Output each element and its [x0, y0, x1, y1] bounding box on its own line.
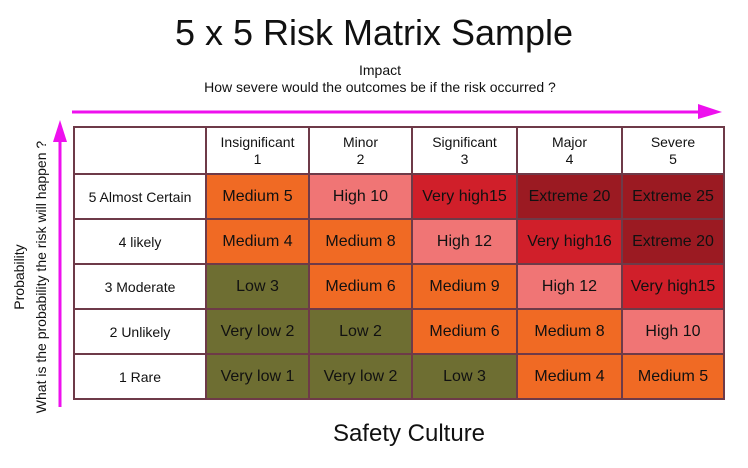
risk-cell: Low 2	[308, 308, 413, 355]
probability-label-cell: 1 Rare	[73, 353, 207, 400]
impact-label: Impact How severe would the outcomes be …	[0, 62, 748, 96]
risk-cell: High 12	[516, 263, 623, 310]
risk-cell: Extreme 20	[621, 218, 725, 265]
probability-label-cell: 4 likely	[73, 218, 207, 265]
impact-arrow	[72, 104, 722, 119]
page-title: 5 x 5 Risk Matrix Sample	[174, 12, 574, 53]
impact-header: Severe 5	[621, 126, 725, 175]
risk-cell: Very low 2	[308, 353, 413, 400]
impact-name: Severe	[650, 133, 696, 150]
corner-cell	[73, 126, 207, 175]
risk-matrix: Insignificant 1 Minor 2 Significant 3 Major 4 Se…	[73, 126, 725, 400]
impact-header: Significant 3	[411, 126, 518, 175]
footer-label: Safety Culture	[332, 420, 486, 447]
impact-title: Impact	[358, 62, 401, 78]
risk-cell: Low 3	[205, 263, 310, 310]
risk-cell: Very high16	[516, 218, 623, 265]
risk-cell: Extreme 20	[516, 173, 623, 220]
risk-cell: Very high15	[411, 173, 518, 220]
table-row: 4 likely Medium 4 Medium 8 High 12 Very high…	[73, 218, 725, 265]
impact-number: 5	[669, 150, 677, 167]
risk-cell: Medium 4	[516, 353, 623, 400]
risk-cell: Medium 5	[205, 173, 310, 220]
table-row: 3 Moderate Low 3 Medium 6 Medium 9 High 12 Ve…	[73, 263, 725, 310]
risk-cell: High 12	[411, 218, 518, 265]
impact-name: Insignificant	[220, 133, 295, 150]
probability-label-cell: 5 Almost Certain	[73, 173, 207, 220]
risk-cell: Very low 2	[205, 308, 310, 355]
impact-header: Major 4	[516, 126, 623, 175]
impact-header: Insignificant 1	[205, 126, 310, 175]
impact-number: 1	[253, 150, 262, 167]
impact-header: Minor 2	[308, 126, 413, 175]
header-row: Insignificant 1 Minor 2 Significant 3 Major 4 Se…	[73, 126, 725, 175]
risk-cell: Low 3	[411, 353, 518, 400]
risk-cell: Medium 8	[308, 218, 413, 265]
risk-cell: Very low 1	[205, 353, 310, 400]
impact-name: Major	[551, 133, 587, 150]
probability-arrow	[53, 120, 67, 407]
risk-cell: Very high15	[621, 263, 725, 310]
risk-cell: High 10	[308, 173, 413, 220]
probability-label-cell: 2 Unlikely	[73, 308, 207, 355]
risk-cell: Medium 5	[621, 353, 725, 400]
impact-number: 2	[356, 150, 365, 167]
impact-question: How severe would the outcomes be if the …	[204, 79, 556, 95]
risk-cell: Extreme 25	[621, 173, 725, 220]
table-row: 5 Almost Certain Medium 5 High 10 Very high…	[73, 173, 725, 220]
risk-cell: High 10	[621, 308, 725, 355]
impact-number: 3	[460, 150, 469, 167]
impact-name: Minor	[342, 133, 378, 150]
table-row: 2 Unlikely Very low 2 Low 2 Medium 6 Medium …	[73, 308, 725, 355]
impact-number: 4	[565, 150, 574, 167]
impact-name: Significant	[432, 133, 497, 150]
risk-cell: Medium 9	[411, 263, 518, 310]
risk-cell: Medium 6	[308, 263, 413, 310]
probability-label-cell: 3 Moderate	[73, 263, 207, 310]
risk-cell: Medium 6	[411, 308, 518, 355]
risk-cell: Medium 8	[516, 308, 623, 355]
risk-cell: Medium 4	[205, 218, 310, 265]
